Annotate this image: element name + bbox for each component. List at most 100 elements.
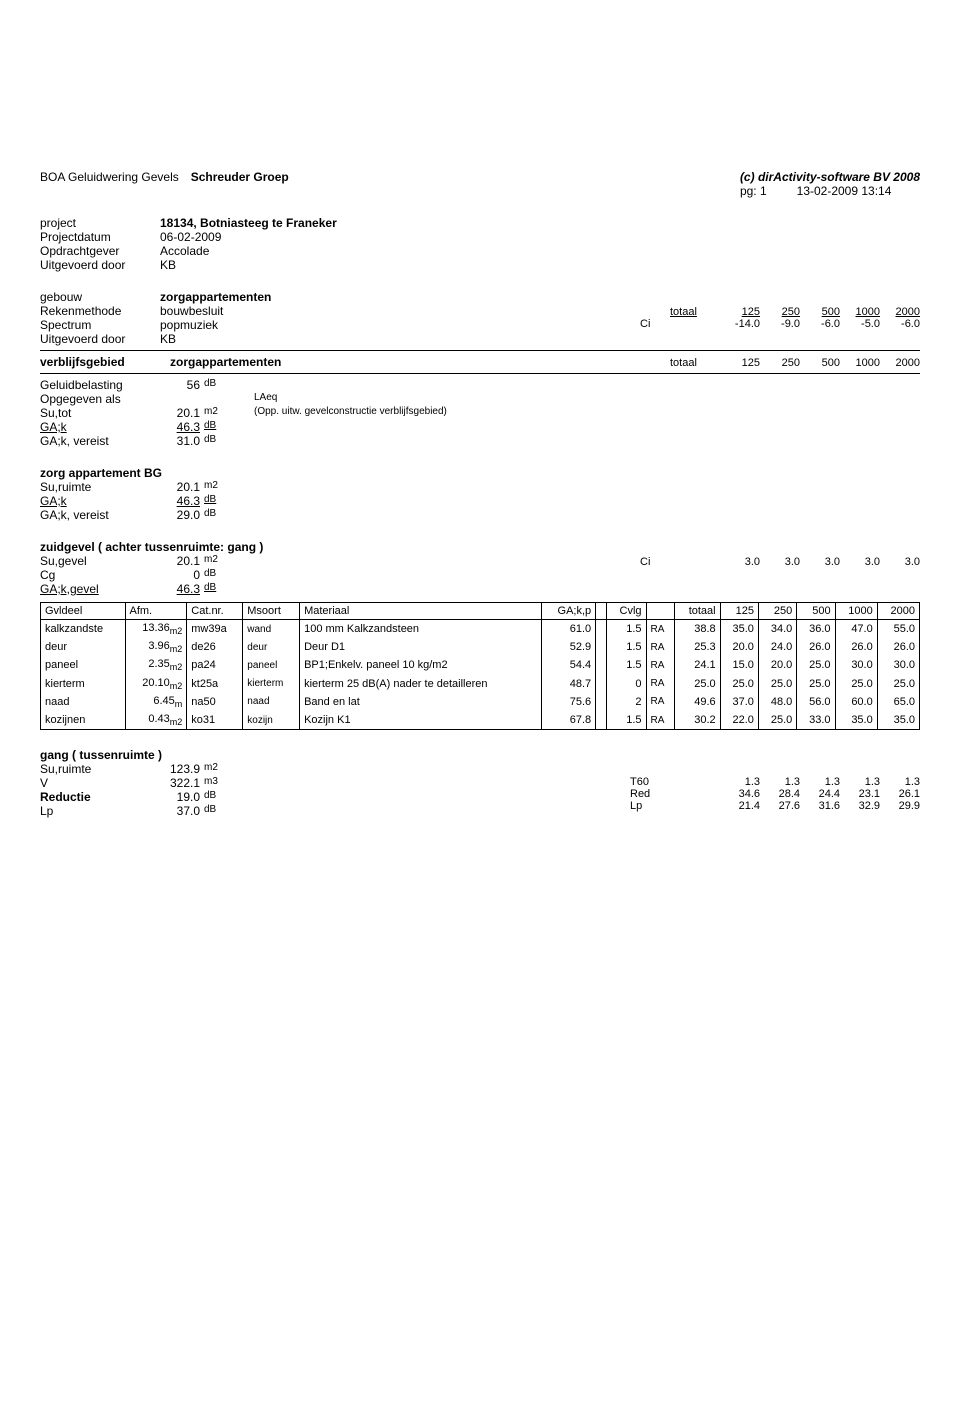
field-value: 0: [160, 568, 204, 582]
cell: 25.3: [675, 638, 720, 656]
field-unit: m2: [204, 406, 234, 420]
cell: [596, 675, 607, 693]
cell: RA: [646, 693, 675, 711]
field-value: 31.0: [160, 434, 204, 448]
cell: RA: [646, 638, 675, 656]
field-label: Su,ruimte: [40, 762, 160, 776]
cell: 25.0: [675, 675, 720, 693]
cell: 37.0: [720, 693, 758, 711]
verblijf-header: verblijfsgebied zorgappartementen totaal…: [40, 355, 920, 369]
gebouw-block: gebouwzorgappartementenRekenmethodebouwb…: [40, 290, 920, 346]
gang-right-block: T601.31.31.31.31.3Red34.628.424.423.126.…: [630, 776, 920, 812]
field-label: Opdrachtgever: [40, 244, 160, 258]
field-label: Spectrum: [40, 318, 160, 332]
cell: 2.35m2: [125, 656, 187, 674]
cell: 25.0: [835, 675, 877, 693]
field-unit: dB: [204, 804, 234, 818]
cell: 35.0: [720, 620, 758, 639]
cell: 26.0: [877, 638, 919, 656]
field-label: Uitgevoerd door: [40, 258, 160, 272]
field-label: V: [40, 776, 160, 790]
cell: 47.0: [835, 620, 877, 639]
cell: naad: [243, 693, 300, 711]
table-header: Gvldeel: [41, 603, 126, 620]
zorg-bg-title: zorg appartement BG: [40, 466, 920, 480]
timestamp: 13-02-2009 13:14: [797, 184, 892, 198]
field-value: 20.1: [160, 554, 204, 568]
cell: kierterm: [41, 675, 126, 693]
field-label: Lp: [40, 804, 160, 818]
table-header: Msoort: [243, 603, 300, 620]
field-label: Su,gevel: [40, 554, 160, 568]
spectrum-cell: 1.3: [840, 776, 880, 788]
table-header: totaal: [675, 603, 720, 620]
right-label: T60: [630, 776, 676, 788]
cell: Kozijn K1: [300, 711, 542, 730]
cell: kozijnen: [41, 711, 126, 730]
cell: 22.0: [720, 711, 758, 730]
cell: ko31: [187, 711, 243, 730]
cell: 30.0: [835, 656, 877, 674]
cell: 15.0: [720, 656, 758, 674]
table-row: naad6.45mna50naadBand en lat75.62RA49.63…: [41, 693, 920, 711]
cell: Band en lat: [300, 693, 542, 711]
table-header: Afm.: [125, 603, 187, 620]
field-label: GA;k: [40, 420, 160, 434]
spectrum-cell: 3.0: [720, 556, 760, 568]
cell: kierterm 25 dB(A) nader te detailleren: [300, 675, 542, 693]
cell: 20.0: [720, 638, 758, 656]
spectrum-cell: -14.0: [720, 318, 760, 330]
spectrum-cell: 34.6: [720, 788, 760, 800]
field-label: Cg: [40, 568, 160, 582]
cell: pa24: [187, 656, 243, 674]
spectrum-cell: -6.0: [880, 318, 920, 330]
zuidgevel-title: zuidgevel ( achter tussenruimte: gang ): [40, 540, 920, 554]
verblijf-title-l: verblijfsgebied: [40, 355, 170, 369]
spectrum-cell: 1.3: [800, 776, 840, 788]
cell: 30.2: [675, 711, 720, 730]
spectrum-cell: 2000: [880, 357, 920, 369]
cell: kt25a: [187, 675, 243, 693]
cell: 35.0: [835, 711, 877, 730]
field-label: GA;k, vereist: [40, 434, 160, 448]
field-value: 56: [160, 378, 204, 392]
spectrum-cell: 500: [800, 306, 840, 318]
spectrum-cell: 21.4: [720, 800, 760, 812]
field-value: 37.0: [160, 804, 204, 818]
cell: 35.0: [877, 711, 919, 730]
cell: na50: [187, 693, 243, 711]
cell: BP1;Enkelv. paneel 10 kg/m2: [300, 656, 542, 674]
page-number: pg: 1: [740, 184, 767, 198]
spectrum-cell: 125: [720, 306, 760, 318]
cell: paneel: [41, 656, 126, 674]
cell: naad: [41, 693, 126, 711]
field-value: 20.1: [160, 480, 204, 494]
cell: 100 mm Kalkzandsteen: [300, 620, 542, 639]
cell: paneel: [243, 656, 300, 674]
spectrum-cell: 28.4: [760, 788, 800, 800]
cell: 30.0: [877, 656, 919, 674]
field-label: project: [40, 216, 160, 230]
cell: RA: [646, 711, 675, 730]
spectrum-cell: 500: [800, 357, 840, 369]
field-value: KB: [160, 332, 176, 346]
cell: 33.0: [797, 711, 835, 730]
zuidgevel-ci-label: Ci: [640, 556, 670, 568]
cell: 20.10m2: [125, 675, 187, 693]
zuidgevel-ci-row: Ci 3.03.03.03.03.0: [640, 556, 920, 568]
field-value: Accolade: [160, 244, 209, 258]
spectrum-cell: 23.1: [840, 788, 880, 800]
cell: 1.5: [607, 711, 646, 730]
field-label: Su,tot: [40, 406, 160, 420]
right-label: Red: [630, 788, 676, 800]
gang-lines: Su,ruimte123.9m2V322.1m3Reductie19.0dBLp…: [40, 762, 234, 818]
field-label: Geluidbelasting: [40, 378, 160, 392]
cell: [596, 638, 607, 656]
spectrum-cell: 250: [760, 357, 800, 369]
cell: [596, 711, 607, 730]
cell: 65.0: [877, 693, 919, 711]
spectrum-header-row: totaal 12525050010002000: [640, 306, 920, 318]
table-header: Cvlg: [607, 603, 646, 620]
spectrum-cell: 24.4: [800, 788, 840, 800]
cell: 34.0: [758, 620, 796, 639]
